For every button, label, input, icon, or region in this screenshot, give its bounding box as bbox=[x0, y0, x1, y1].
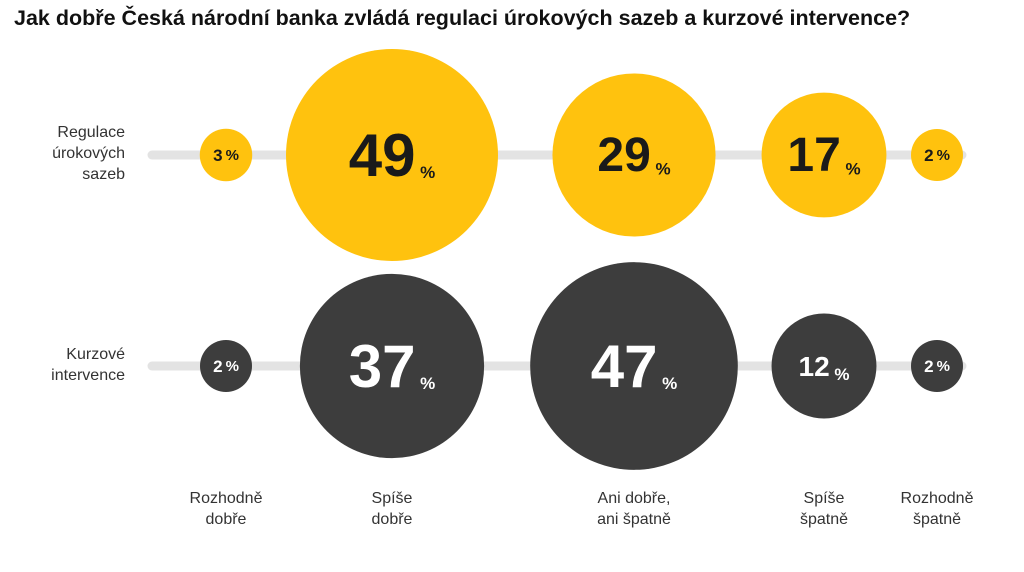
bubble-1-4 bbox=[911, 340, 963, 392]
value-unit: % bbox=[841, 159, 861, 178]
value-unit: % bbox=[651, 159, 671, 178]
row-label-1-line-1: intervence bbox=[51, 367, 125, 384]
value-label-0-4: 2 % bbox=[924, 146, 950, 165]
category-label-3-line-0: Spíše bbox=[803, 490, 845, 507]
bubble-1-0 bbox=[200, 340, 252, 392]
value-number: 2 bbox=[924, 357, 933, 376]
value-label-1-2: 47 % bbox=[591, 333, 678, 400]
row-label-1-line-0: Kurzové bbox=[66, 346, 125, 363]
category-label-0-line-0: Rozhodně bbox=[189, 490, 263, 507]
category-label-2-line-1: ani špatně bbox=[597, 511, 671, 528]
value-label-1-0: 2 % bbox=[213, 357, 239, 376]
value-unit: % bbox=[934, 358, 950, 375]
bubble-0-1 bbox=[286, 49, 498, 261]
category-label-1: Spíše dobře bbox=[332, 488, 452, 530]
value-label-0-2: 29 % bbox=[597, 129, 670, 182]
value-unit: % bbox=[934, 147, 950, 164]
category-label-4-line-1: špatně bbox=[912, 511, 962, 528]
category-label-2: Ani dobře, ani špatně bbox=[574, 488, 694, 530]
value-label-0-1: 49 % bbox=[349, 122, 436, 189]
value-number: 47 bbox=[591, 333, 658, 400]
category-label-0: Rozhodně dobře bbox=[166, 488, 286, 530]
value-unit: % bbox=[223, 358, 239, 375]
category-label-2-line-0: Ani dobře, bbox=[597, 490, 671, 507]
value-number: 12 bbox=[799, 351, 830, 382]
bubble-1-3 bbox=[771, 313, 877, 419]
category-label-0-line-1: dobře bbox=[205, 511, 247, 528]
category-label-4-line-0: Rozhodně bbox=[900, 490, 974, 507]
bubble-0-0 bbox=[199, 128, 253, 182]
value-unit: % bbox=[415, 162, 435, 181]
row-label-1: Kurzové intervence bbox=[51, 344, 125, 386]
value-number: 49 bbox=[349, 122, 416, 189]
row-label-0-line-2: sazeb bbox=[82, 166, 125, 183]
value-number: 29 bbox=[597, 129, 650, 182]
row-label-0-line-1: úrokových bbox=[52, 145, 125, 162]
row-label-0: Regulace úrokových sazeb bbox=[52, 122, 125, 185]
category-label-4: Rozhodně špatně bbox=[877, 488, 997, 530]
value-unit: % bbox=[830, 364, 850, 383]
bubble-1-2 bbox=[530, 262, 738, 470]
value-unit: % bbox=[657, 373, 677, 392]
value-label-1-1: 37 % bbox=[349, 333, 436, 400]
bubble-0-2 bbox=[552, 73, 716, 237]
value-label-0-0: 3 % bbox=[213, 146, 239, 165]
bubble-0-4 bbox=[911, 129, 963, 181]
value-number: 17 bbox=[787, 129, 840, 182]
value-number: 37 bbox=[349, 333, 416, 400]
value-unit: % bbox=[415, 373, 435, 392]
row-label-0-line-0: Regulace bbox=[57, 124, 125, 141]
value-number: 2 bbox=[924, 146, 933, 165]
value-label-1-3: 12 % bbox=[799, 351, 850, 384]
category-label-1-line-1: dobře bbox=[371, 511, 413, 528]
value-unit: % bbox=[223, 147, 239, 164]
category-label-3: Spíše špatně bbox=[764, 488, 884, 530]
bubble-1-1 bbox=[299, 273, 485, 459]
value-number: 3 bbox=[213, 146, 222, 165]
chart-title: Jak dobře Česká národní banka zvládá reg… bbox=[14, 6, 911, 30]
category-label-3-line-1: špatně bbox=[799, 511, 849, 528]
bubble-0-3 bbox=[761, 92, 887, 218]
value-label-1-4: 2 % bbox=[924, 357, 950, 376]
category-label-1-line-0: Spíše bbox=[371, 490, 413, 507]
value-label-0-3: 17 % bbox=[787, 129, 860, 182]
value-number: 2 bbox=[213, 357, 222, 376]
